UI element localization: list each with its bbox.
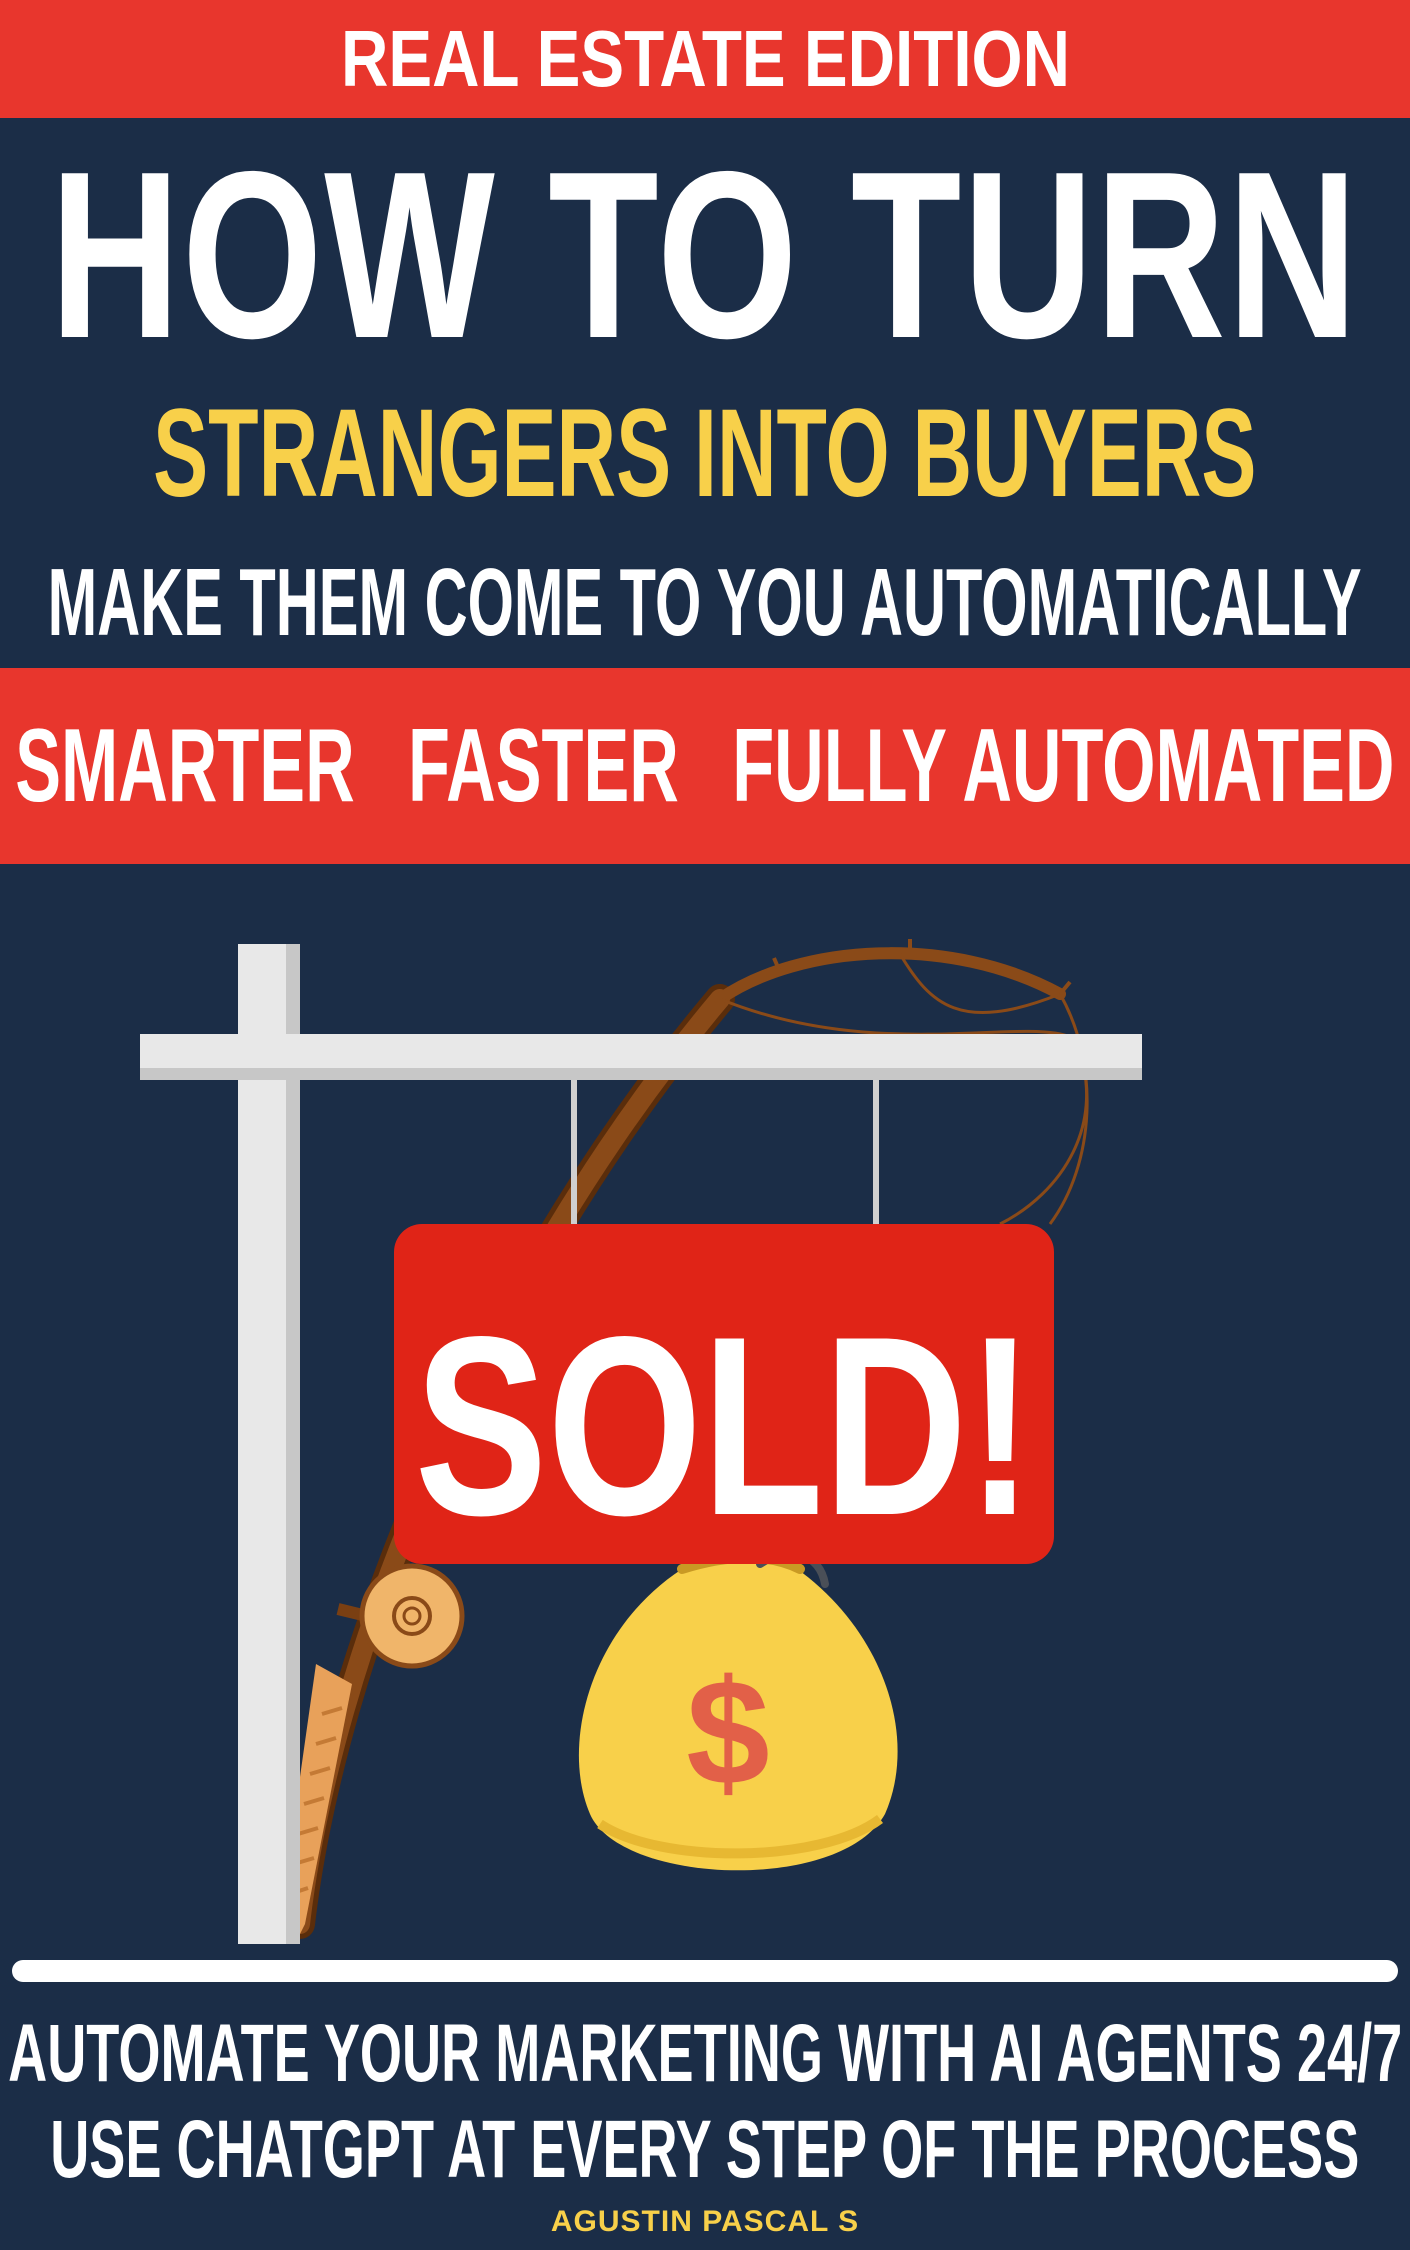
cover-illustration: $ SOLD! bbox=[140, 939, 1142, 1944]
tagline-faster: FASTER bbox=[408, 707, 679, 824]
title-how-to-turn: HOW TO TURN bbox=[50, 122, 1360, 388]
title-line-1: HOW TO TURN bbox=[0, 120, 1410, 390]
tagline-smarter: SMARTER bbox=[15, 707, 355, 824]
subtitle-use-chatgpt: USE CHATGPT AT EVERY STEP OF THE PROCESS bbox=[50, 2104, 1360, 2195]
sold-sign-icon: SOLD! bbox=[394, 1224, 1054, 1569]
edition-banner: REAL ESTATE EDITION bbox=[0, 0, 1410, 118]
tagline-fully-automated: FULLY AUTOMATED bbox=[732, 707, 1395, 824]
title-line-3: MAKE THEM COME TO YOU AUTOMATICALLY bbox=[0, 540, 1410, 665]
subtitle-line-1: AUTOMATE YOUR MARKETING WITH AI AGENTS 2… bbox=[0, 2004, 1410, 2104]
subtitle-automate-marketing: AUTOMATE YOUR MARKETING WITH AI AGENTS 2… bbox=[7, 2008, 1403, 2099]
sold-sign-text: SOLD! bbox=[415, 1284, 1034, 1568]
author-name: AGUSTIN PASCAL S bbox=[550, 2205, 860, 2238]
reel-icon bbox=[336, 1563, 465, 1669]
title-make-them-come: MAKE THEM COME TO YOU AUTOMATICALLY bbox=[48, 548, 1362, 656]
divider-line bbox=[12, 1960, 1398, 1982]
dollar-sign: $ bbox=[686, 1648, 769, 1816]
edition-label: REAL ESTATE EDITION bbox=[340, 14, 1070, 103]
signpost-icon bbox=[140, 944, 1142, 1944]
author-line: AGUSTIN PASCAL S bbox=[0, 2200, 1410, 2244]
subtitle-line-2: USE CHATGPT AT EVERY STEP OF THE PROCESS bbox=[0, 2100, 1410, 2200]
title-strangers-into-buyers: STRANGERS INTO BUYERS bbox=[153, 383, 1257, 523]
tagline-banner: SMARTER FASTER FULLY AUTOMATED bbox=[0, 668, 1410, 864]
tagline-row: SMARTER FASTER FULLY AUTOMATED bbox=[0, 707, 1410, 826]
title-line-2: STRANGERS INTO BUYERS bbox=[0, 378, 1410, 528]
